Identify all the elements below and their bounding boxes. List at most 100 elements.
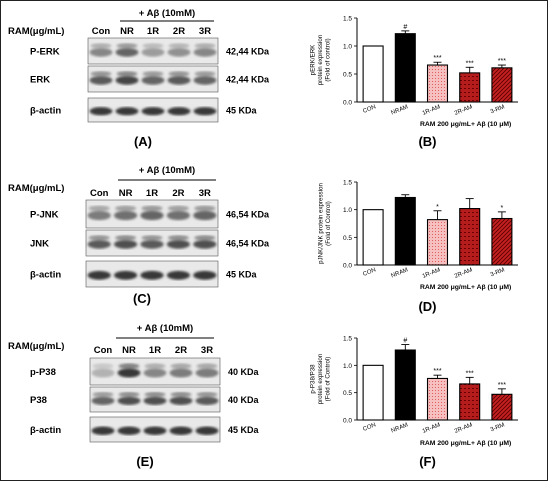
significance-mark: *** <box>433 55 441 62</box>
band <box>91 396 115 405</box>
bar-chart-1: 0.0 0.5 1.0 1.5 pERK/ERK protein expression (F… <box>310 16 518 149</box>
y-tick-label: 1.5 <box>343 180 352 187</box>
bar-1r-am <box>426 219 449 266</box>
group-label: RAM 200 μg/mL+ Aβ (10 μM) <box>420 440 511 447</box>
y-tick-label: 0.5 <box>343 390 352 397</box>
category-label: NRAM <box>390 104 409 116</box>
lane-label-con: Con <box>92 26 111 37</box>
bar-2r-am <box>459 383 481 421</box>
lane-label-1r: 1R <box>146 188 158 199</box>
molecular-weight-label: 45 KDa <box>226 270 258 280</box>
group-label: RAM 200 μg/mL+ Aβ (10 μM) <box>420 284 511 291</box>
y-tick-label: 1.5 <box>343 16 352 23</box>
blot-panel-1: + Aβ (10mM) RAM(μg/mL) Con NR 1R 2R 3R P-ERK 42,… <box>8 8 270 149</box>
molecular-weight-label: 40 KDa <box>228 395 260 405</box>
category-label: CON <box>362 422 377 433</box>
y-axis-label: (Fold of Control) <box>325 201 332 246</box>
blot-panel-3: + Aβ (10mM) RAM(μg/mL) Con NR 1R 2R 3R p-P38 40 … <box>8 323 260 469</box>
band <box>193 47 217 57</box>
band-upper <box>194 205 216 212</box>
y-tick-label: 1.0 <box>343 44 352 51</box>
molecular-weight-label: 46,54 KDa <box>226 210 270 220</box>
blot-panel-2: + Aβ (10mM) RAM(μg/mL) Con NR 1R 2R 3R P-JNK 46,… <box>8 165 270 306</box>
band-upper <box>168 71 190 77</box>
band-upper <box>92 363 114 369</box>
bar-1r-am <box>426 64 449 103</box>
band <box>91 426 115 435</box>
band-upper <box>194 235 216 241</box>
lane-label-con: Con <box>90 188 109 199</box>
lane-label-1r: 1R <box>149 345 161 356</box>
y-tick-label: 1.5 <box>343 336 352 343</box>
band-upper <box>168 43 190 49</box>
bar-2r-am <box>459 72 481 103</box>
protein-label: β-actin <box>30 270 61 281</box>
molecular-weight-label: 42,44 KDa <box>226 75 270 85</box>
band <box>141 47 165 57</box>
band <box>195 396 219 405</box>
y-axis-label: protein expression <box>317 353 324 404</box>
band <box>193 239 217 249</box>
blot-strip <box>85 199 219 229</box>
y-tick-label: 0.0 <box>343 100 352 107</box>
band <box>117 396 141 405</box>
band <box>113 270 138 280</box>
band <box>167 107 191 116</box>
band <box>117 368 141 378</box>
band <box>195 426 219 435</box>
panel-letter: (B) <box>418 134 436 149</box>
treatment-header: + Aβ (10mM) <box>139 165 195 176</box>
significance-mark: * <box>436 204 439 211</box>
significance-mark: *** <box>466 370 474 377</box>
y-axis-label: p-P38/P38 <box>310 364 317 394</box>
band <box>143 368 167 378</box>
category-label: 3-RM <box>490 422 506 433</box>
ram-label: RAM(μg/mL) <box>8 341 64 352</box>
band-upper <box>88 205 110 212</box>
bar-con <box>362 209 384 266</box>
significance-mark: # <box>403 338 407 345</box>
band-upper <box>118 363 140 369</box>
band-upper <box>167 235 189 241</box>
molecular-weight-label: 42,44 KDa <box>226 47 270 57</box>
significance-mark: *** <box>433 368 441 375</box>
panel-letter: (F) <box>419 454 436 469</box>
band <box>169 426 193 435</box>
y-tick-label: 0.0 <box>343 418 352 425</box>
protein-label: β-actin <box>30 425 61 436</box>
band <box>89 107 113 116</box>
category-label: 2R-AM <box>454 104 474 117</box>
band <box>140 210 164 221</box>
band <box>141 107 165 116</box>
blot-strip <box>85 260 219 288</box>
band-upper <box>144 392 166 397</box>
band-upper <box>90 43 112 49</box>
bar-nram <box>394 33 416 103</box>
treatment-header: + Aβ (10mM) <box>139 8 195 19</box>
band <box>166 210 191 221</box>
y-tick-label: 0.0 <box>343 263 352 270</box>
protein-label: β-actin <box>30 106 61 117</box>
significance-mark: * <box>501 205 504 212</box>
band-upper <box>144 363 166 369</box>
band <box>193 75 217 85</box>
band <box>143 426 167 435</box>
lane-label-nr: NR <box>119 188 133 199</box>
lane-label-3r: 3R <box>199 26 211 37</box>
lane-label-2r: 2R <box>172 188 184 199</box>
band <box>167 47 191 57</box>
band <box>89 47 113 57</box>
band-upper <box>170 363 192 369</box>
band-upper <box>141 205 163 212</box>
bar-3-rm <box>491 67 513 103</box>
category-label: NRAM <box>390 422 409 434</box>
y-axis-label: (Fold of control) <box>325 38 332 81</box>
band-upper <box>142 43 164 49</box>
band <box>117 426 141 435</box>
significance-mark: *** <box>498 58 506 65</box>
band <box>87 239 111 249</box>
band-upper <box>194 71 216 77</box>
band <box>169 368 193 378</box>
